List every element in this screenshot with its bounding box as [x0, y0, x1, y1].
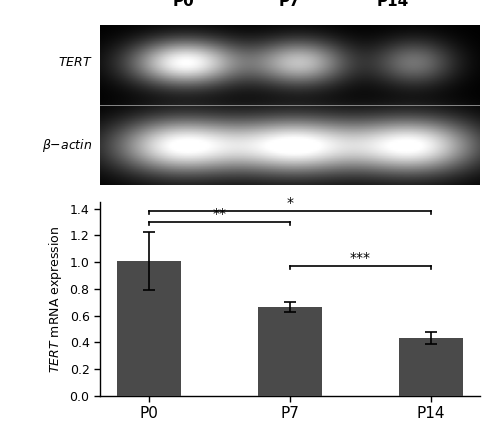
Text: $\it{\beta}$$\it{-actin}$: $\it{\beta}$$\it{-actin}$ — [42, 137, 92, 154]
Bar — [118, 261, 180, 396]
Text: *: * — [286, 196, 294, 210]
Text: P0: P0 — [172, 0, 195, 9]
Text: P7: P7 — [279, 0, 301, 9]
Text: $\it{TERT}$: $\it{TERT}$ — [58, 56, 92, 69]
Text: P14: P14 — [376, 0, 408, 9]
Y-axis label: $\it{TERT}$ mRNA expression: $\it{TERT}$ mRNA expression — [47, 225, 64, 373]
Bar — [400, 338, 462, 396]
Text: **: ** — [212, 207, 226, 221]
Bar — [258, 307, 322, 396]
Text: ***: *** — [350, 251, 371, 265]
